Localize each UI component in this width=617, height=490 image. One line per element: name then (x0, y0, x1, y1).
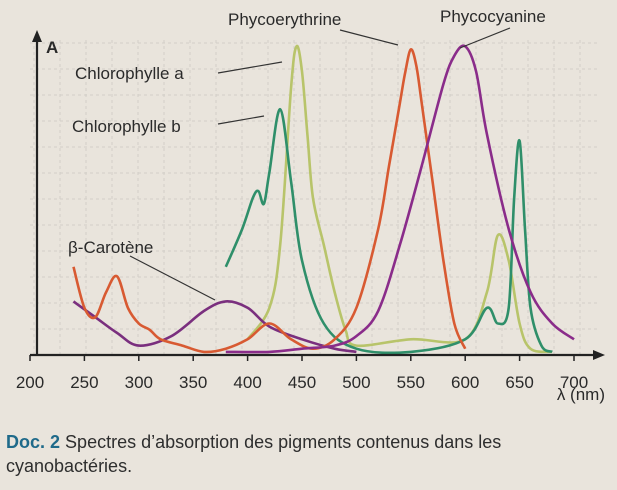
x-axis-arrow (593, 350, 605, 360)
x-tick-label: 450 (288, 373, 316, 392)
series-label: β-Carotène (68, 238, 153, 257)
y-axis-arrow (32, 30, 42, 42)
label-leader-line (339, 29, 399, 46)
label-leader-line (459, 27, 511, 49)
grid (30, 40, 600, 355)
x-tick-labels: 200 250 300 350 400 450 500 550 600 650 700 (16, 355, 588, 392)
series-line-4 (225, 44, 575, 354)
series-line-1 (224, 107, 553, 355)
label-leader-line (217, 115, 265, 125)
x-tick-label: 700 (560, 373, 588, 392)
curves (72, 44, 575, 355)
x-tick-label: 550 (397, 373, 425, 392)
series-label: Chlorophylle b (72, 117, 181, 136)
caption-doc-label: Doc. 2 (6, 432, 61, 452)
absorption-chart: A λ (nm) 200 250 300 350 400 450 500 550 600 650 7… (16, 7, 605, 404)
label-leader-line (217, 61, 283, 74)
x-tick-label: 600 (451, 373, 479, 392)
x-tick-label: 650 (505, 373, 533, 392)
y-axis-label: A (46, 38, 58, 57)
x-axis-label: λ (nm) (557, 385, 605, 404)
label-leader-line (129, 255, 216, 301)
series-label: Phycocyanine (440, 7, 546, 26)
series-label: Phycoerythrine (228, 10, 341, 29)
series-label: Chlorophylle a (75, 64, 184, 83)
series-line-3 (72, 48, 467, 354)
x-tick-label: 250 (70, 373, 98, 392)
caption-text: Spectres d’absorption des pigments conte… (6, 432, 502, 476)
x-tick-label: 500 (342, 373, 370, 392)
x-tick-label: 300 (125, 373, 153, 392)
x-tick-label: 350 (179, 373, 207, 392)
series-labels: Chlorophylle a Chlorophylle b β-Carotène Ph… (68, 7, 546, 301)
x-tick-label: 200 (16, 373, 44, 392)
x-tick-label: 400 (233, 373, 261, 392)
series-line-2 (72, 300, 357, 354)
figure-caption: Doc. 2 Spectres d’absorption des pigment… (6, 430, 606, 478)
series-line-0 (246, 44, 553, 354)
